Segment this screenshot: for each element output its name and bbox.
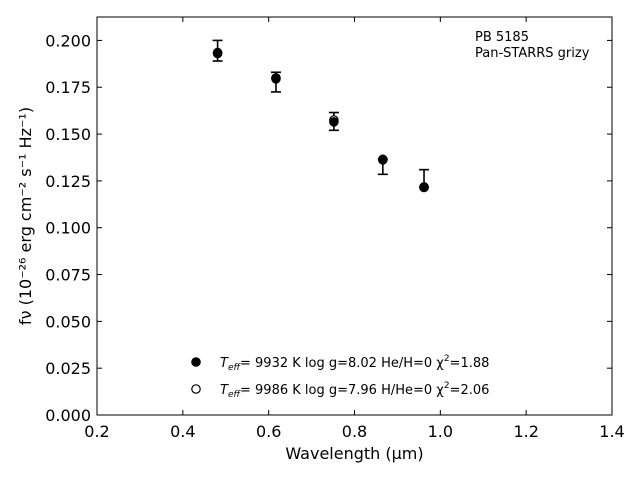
- model-point-filled: [271, 74, 281, 84]
- y-tick-label: 0.175: [45, 78, 91, 97]
- legend-text-part: 2: [444, 354, 450, 364]
- legend-text-part: =2.06: [450, 383, 490, 398]
- y-tick-label: 0.075: [45, 266, 91, 285]
- legend-text-part: T: [220, 383, 229, 398]
- legend-marker: [191, 384, 201, 394]
- y-tick-label: 0.150: [45, 125, 91, 144]
- legend-text-part: = 9932 K log g=8.02 He/H=0 χ: [240, 356, 444, 371]
- annotation-object-name: PB 5185: [475, 30, 529, 45]
- y-tick-label: 0.050: [45, 312, 91, 331]
- legend-entry: Teff= 9932 K log g=8.02 He/H=0 χ2=1.88: [220, 354, 489, 373]
- x-tick-label: 0.4: [170, 422, 195, 441]
- legend-entry: Teff= 9986 K log g=7.96 H/He=0 χ2=2.06: [220, 381, 489, 400]
- x-tick-label: 1.4: [599, 422, 624, 441]
- x-axis-label: Wavelength (μm): [285, 444, 423, 463]
- annotation-survey: Pan-STARRS grizy: [475, 46, 590, 61]
- x-tick-label: 0.6: [256, 422, 281, 441]
- legend-text-part: =1.88: [450, 356, 490, 371]
- y-tick-label: 0.200: [45, 31, 91, 50]
- model-point-filled: [419, 182, 429, 193]
- x-tick-label: 0.8: [342, 422, 367, 441]
- y-ticks: 0.000 0.025 0.050 0.075 0.100 0.125 0.150 0.175…: [45, 31, 612, 425]
- y-tick-label: 0.000: [45, 406, 91, 425]
- legend-text-part: eff: [228, 390, 242, 400]
- data-marks: [212, 39, 430, 193]
- model-point-filled: [329, 117, 339, 127]
- model-point-filled: [212, 48, 223, 59]
- model-point-filled: [378, 155, 388, 165]
- y-axis-label: fν (10⁻²⁶ erg cm⁻² s⁻¹ Hz⁻¹): [16, 107, 35, 325]
- y-tick-label: 0.025: [45, 359, 91, 378]
- legend-text-part: 2: [444, 381, 450, 391]
- legend-text-part: T: [220, 356, 229, 371]
- x-ticks: 0.2 0.4 0.6 0.8 1.0 1.2 1.4: [84, 17, 625, 441]
- x-tick-label: 0.2: [84, 422, 109, 441]
- y-tick-label: 0.100: [45, 219, 91, 238]
- x-tick-label: 1.0: [428, 422, 453, 441]
- x-tick-label: 1.2: [513, 422, 538, 441]
- y-tick-label: 0.125: [45, 172, 91, 191]
- legend-text-part: eff: [228, 363, 242, 373]
- legend: Teff= 9932 K log g=8.02 He/H=0 χ2=1.88Te…: [191, 354, 489, 400]
- legend-marker: [191, 357, 201, 367]
- legend-text-part: = 9986 K log g=7.96 H/He=0 χ: [240, 383, 444, 398]
